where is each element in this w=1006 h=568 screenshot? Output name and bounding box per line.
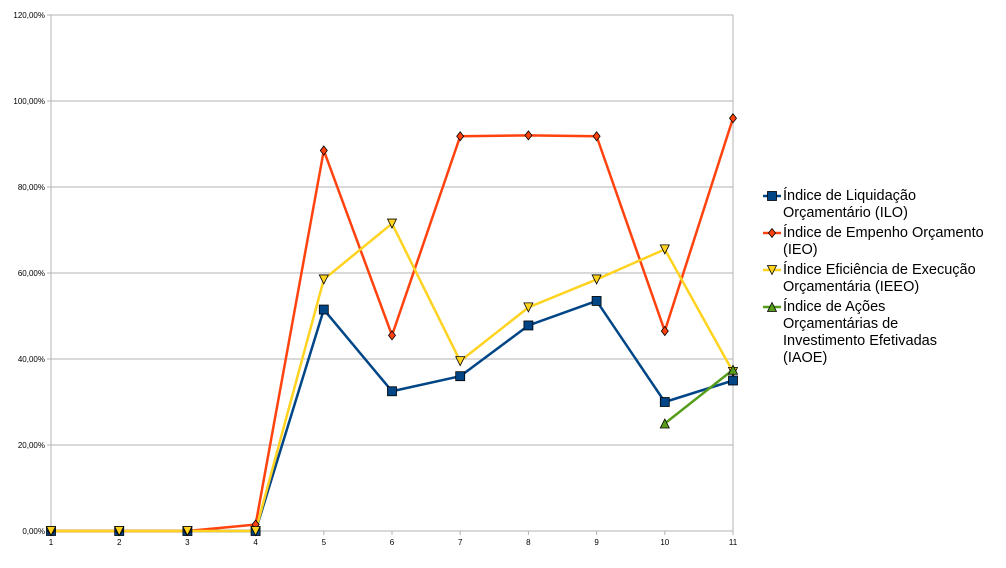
legend-swatch-icon <box>763 265 781 276</box>
data-point-series-2 <box>319 145 328 156</box>
x-tick-label: 4 <box>253 538 258 547</box>
data-point-series-4 <box>659 418 670 429</box>
legend-swatch-marker <box>767 227 777 239</box>
data-point-series-3 <box>45 526 57 537</box>
data-point-series-2 <box>592 131 601 142</box>
legend-swatch-marker <box>766 301 778 312</box>
data-point-series-4 <box>727 364 739 375</box>
legend-swatch-icon <box>763 191 781 201</box>
data-point-series-3 <box>182 526 193 537</box>
legend-label: Índice de Liquidação Orçamentário (ILO) <box>783 188 917 221</box>
data-point-series-1 <box>659 397 670 407</box>
y-tick-label: 20,00% <box>18 441 45 450</box>
x-tick-label: 11 <box>729 538 738 547</box>
x-tick-label: 7 <box>458 538 463 547</box>
data-point-series-3 <box>523 302 534 313</box>
data-point-series-3 <box>114 526 125 537</box>
legend-item-1: Índice de Liquidação Orçamentário (ILO) <box>763 188 1003 222</box>
data-point-series-1 <box>591 296 602 306</box>
y-tick-label: 120,00% <box>13 11 45 20</box>
y-tick-label: 60,00% <box>18 269 45 278</box>
x-tick-label: 9 <box>594 538 599 547</box>
legend-item-2: Índice de Empenho Orçamento (IEO) <box>763 225 1003 259</box>
series-lines <box>51 117 735 533</box>
data-markers <box>45 113 739 537</box>
data-point-series-1 <box>318 304 329 315</box>
data-point-series-1 <box>523 320 534 331</box>
series-line-2 <box>51 117 735 533</box>
legend-label: Índice de Empenho Orçamento (IEO) <box>783 225 984 258</box>
data-point-series-2 <box>524 130 533 141</box>
legend-item-4: Índice de Ações Orçamentárias de Investi… <box>763 299 1003 367</box>
data-point-series-3 <box>386 218 398 229</box>
x-tick-label: 8 <box>526 538 531 547</box>
data-point-series-3 <box>318 274 329 285</box>
grid-lines <box>47 14 733 532</box>
data-point-series-3 <box>455 356 466 367</box>
y-tick-label: 0,00% <box>22 527 45 536</box>
x-tick-label: 5 <box>322 538 327 547</box>
legend-swatch-marker <box>766 265 778 276</box>
legend-label: Índice Eficiência de Execução Orçamentár… <box>783 262 976 295</box>
x-tick-label: 6 <box>390 538 395 547</box>
y-tick-label: 80,00% <box>18 183 45 192</box>
x-tick-label: 10 <box>660 538 669 547</box>
legend-item-3: Índice Eficiência de Execução Orçamentár… <box>763 262 1003 296</box>
y-tick-label: 100,00% <box>13 97 45 106</box>
data-point-series-3 <box>659 244 670 255</box>
data-point-series-1 <box>387 386 397 397</box>
x-tick-label: 1 <box>49 538 54 547</box>
data-point-series-2 <box>660 325 669 337</box>
x-tick-label: 3 <box>185 538 190 547</box>
legend-label: Índice de Ações Orçamentárias de Investi… <box>783 299 937 366</box>
series-line-4 <box>664 368 734 425</box>
x-tick-label: 2 <box>117 538 122 547</box>
axes <box>50 15 734 535</box>
data-point-series-2 <box>728 113 738 124</box>
legend-swatch-icon <box>763 227 781 239</box>
data-point-series-1 <box>728 375 738 386</box>
y-tick-label: 40,00% <box>18 355 45 364</box>
data-point-series-2 <box>387 330 397 341</box>
data-point-series-3 <box>591 274 602 285</box>
legend-swatch-marker <box>767 191 777 201</box>
series-line-3 <box>51 222 735 533</box>
tick-labels: 0,00% 20,00% 40,00% 60,00% 80,00% 100,00% 120,… <box>13 11 737 547</box>
data-point-series-3 <box>250 526 261 537</box>
data-point-series-2 <box>456 131 465 142</box>
data-point-series-1 <box>455 371 466 382</box>
legend: Índice de Liquidação Orçamentário (ILO) Í… <box>763 188 1003 370</box>
legend-swatch-icon <box>763 301 781 312</box>
